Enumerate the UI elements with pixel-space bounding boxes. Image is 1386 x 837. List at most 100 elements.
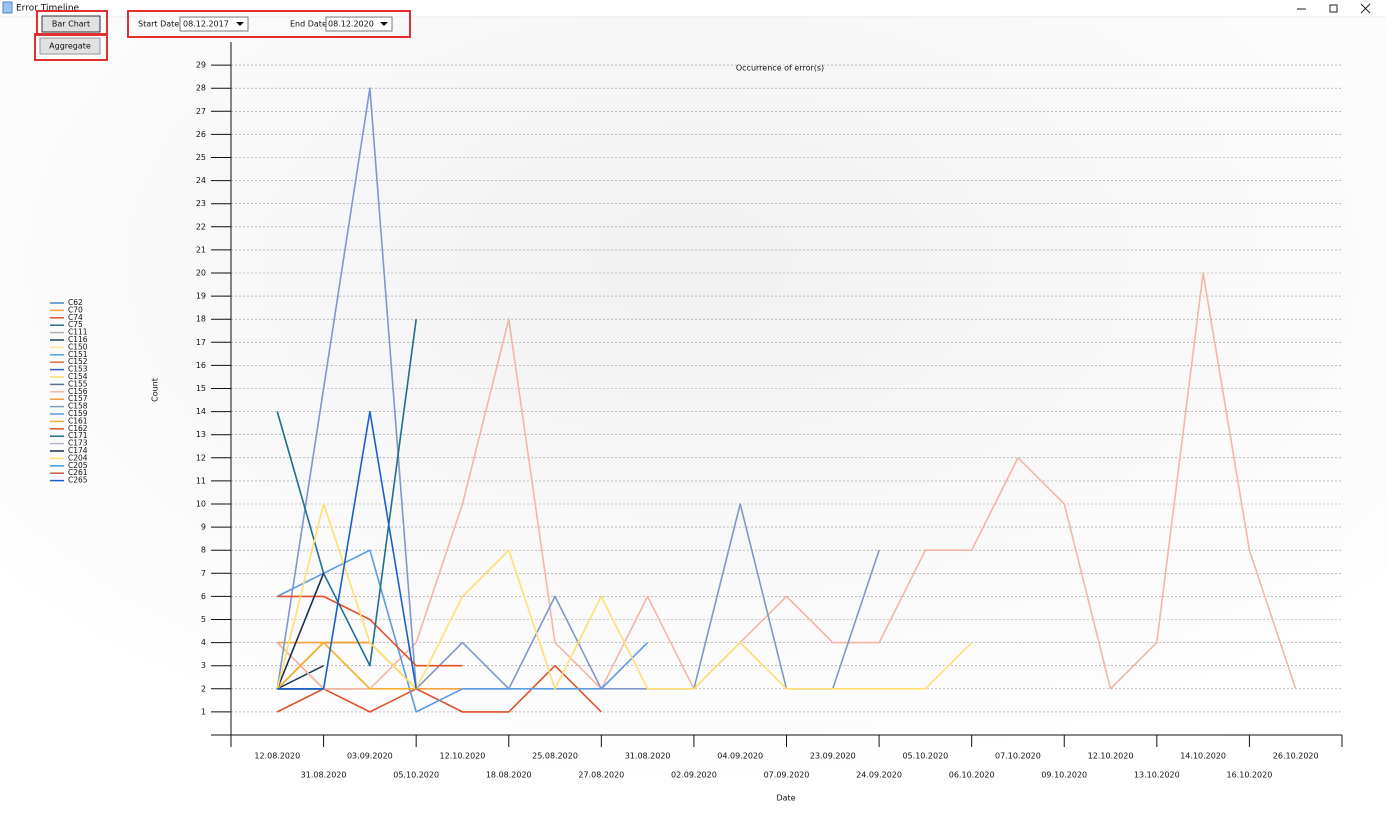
series-line [276,272,1297,690]
y-tick-label: 16 [196,361,206,370]
legend-label: C116 [68,335,88,344]
legend-label: C153 [68,365,88,374]
y-tick-label: 25 [196,153,206,162]
y-tick-label: 22 [196,222,206,231]
aggregate-button[interactable] [39,37,101,55]
legend-label: C204 [68,453,88,462]
x-tick-label: 06.10.2020 [949,771,995,780]
x-tick-label: 02.09.2020 [671,771,717,780]
highlight-box [127,10,411,38]
y-tick-label: 28 [196,84,206,93]
x-tick-label: 23.09.2020 [810,752,856,761]
y-tick-label: 20 [196,269,206,278]
x-tick-label: 12.10.2020 [1088,752,1134,761]
y-tick-label: 13 [196,430,206,439]
legend-label: C162 [68,424,88,433]
x-tick-label: 04.09.2020 [717,752,763,761]
x-tick-label: 31.08.2020 [301,771,347,780]
legend-label: C150 [68,342,88,351]
legend-label: C158 [68,402,88,411]
x-tick-label: 24.09.2020 [856,771,902,780]
x-tick-label: 27.08.2020 [578,771,624,780]
y-tick-label: 7 [201,569,206,578]
series-line [276,573,325,690]
end-date-picker[interactable] [325,16,393,32]
y-tick-label: 26 [196,130,206,139]
x-tick-label: 31.08.2020 [625,752,671,761]
legend-label: C156 [68,387,88,396]
x-tick-label: 09.10.2020 [1041,771,1087,780]
y-tick-label: 1 [201,707,206,716]
x-tick-label: 05.10.2020 [393,771,439,780]
close-button[interactable] [1360,3,1371,14]
y-tick-label: 17 [196,338,206,347]
series-line [276,664,324,690]
legend-label: C62 [68,298,83,307]
legend-label: C70 [68,305,83,314]
legend-label: C174 [68,446,88,455]
x-tick-label: 26.10.2020 [1273,752,1319,761]
x-tick-label: 14.10.2020 [1180,752,1226,761]
button-label[interactable]: Bar Chart [52,20,90,29]
series-line [276,641,417,690]
y-tick-label: 8 [201,546,206,555]
y-tick-label: 19 [196,292,206,301]
series-line [277,595,463,667]
x-tick-label: 05.10.2020 [902,752,948,761]
y-tick-label: 9 [201,523,206,532]
y-tick-label: 21 [196,245,206,254]
y-tick-label: 24 [196,176,206,185]
bar-chart-button[interactable] [41,15,101,33]
legend-label: C111 [68,328,88,337]
start-date-label: Start Date [138,20,179,29]
y-tick-label: 12 [196,453,206,462]
y-tick-label: 14 [196,407,206,416]
maximize-button[interactable] [1329,4,1338,13]
chart-title: Occurrence of error(s) [736,64,824,73]
y-tick-label: 18 [196,315,206,324]
legend-label: C151 [68,350,88,359]
window-title: Error Timeline [16,4,80,14]
y-axis-label: Count [151,378,160,402]
y-tick-label: 10 [196,500,206,509]
legend-label: C261 [68,468,88,477]
legend-label: C171 [68,431,88,440]
legend-label: C154 [68,372,88,381]
app-icon [2,1,13,14]
series-line [277,410,417,690]
x-tick-label: 18.08.2020 [486,771,532,780]
highlight-box [34,33,108,61]
legend-label: C152 [68,357,88,366]
button-label[interactable]: Aggregate [49,42,91,51]
dropdown-arrow[interactable] [380,22,388,26]
x-tick-label: 03.09.2020 [347,752,393,761]
y-tick-label: 3 [201,661,206,670]
legend-label: C265 [68,476,88,485]
start-date-value[interactable]: 08.12.2017 [183,20,229,29]
y-tick-label: 2 [201,684,206,693]
end-date-value[interactable]: 08.12.2020 [328,20,374,29]
y-tick-label: 15 [196,384,206,393]
x-axis-label: Date [776,794,795,803]
y-tick-label: 4 [201,638,206,647]
y-tick-label: 11 [196,476,206,485]
x-tick-label: 25.08.2020 [532,752,578,761]
start-date-picker[interactable] [179,16,249,32]
x-tick-label: 07.09.2020 [764,771,810,780]
y-tick-label: 5 [201,615,206,624]
x-tick-label: 13.10.2020 [1134,771,1180,780]
series-line [276,549,649,713]
y-tick-label: 27 [196,107,206,116]
legend-label: C155 [68,379,88,388]
x-tick-label: 12.10.2020 [440,752,486,761]
y-tick-label: 23 [196,199,206,208]
legend-label: C157 [68,394,88,403]
legend-label: C161 [68,416,88,425]
dropdown-arrow[interactable] [236,22,244,26]
legend-label: C75 [68,320,83,329]
x-tick-label: 07.10.2020 [995,752,1041,761]
legend-label: C205 [68,461,88,470]
legend-label: C173 [68,439,88,448]
chart-background [0,17,1386,837]
